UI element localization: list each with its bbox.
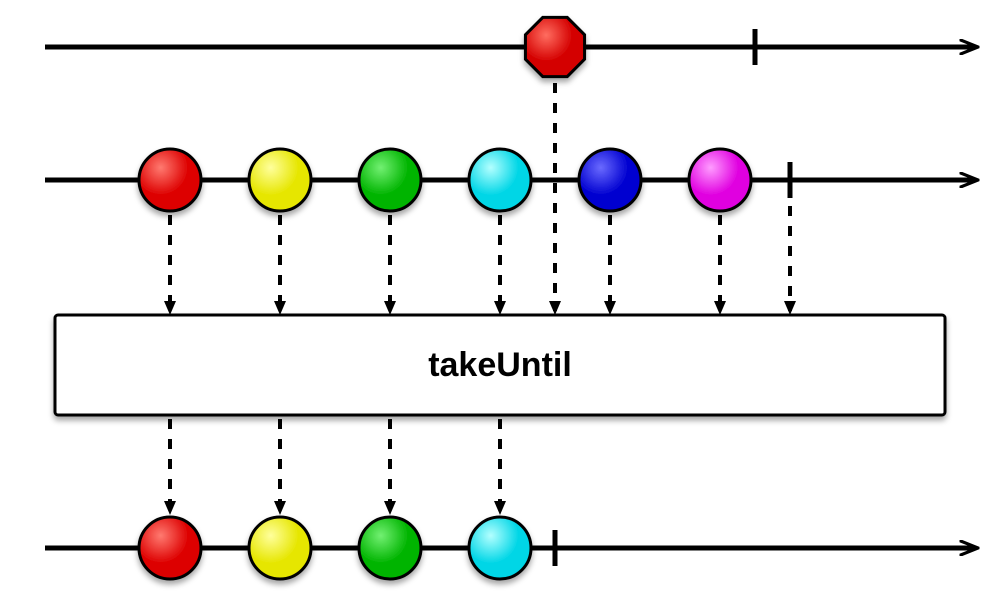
source-marble-3 [469, 149, 531, 211]
source-marble-0 [139, 149, 201, 211]
control-marker-octagon [525, 17, 584, 76]
output-marble-0 [139, 517, 201, 579]
marble-diagram: takeUntil [0, 0, 1000, 593]
output-marble-2 [359, 517, 421, 579]
operator-label: takeUntil [428, 346, 572, 384]
source-marble-2 [359, 149, 421, 211]
output-marble-1 [249, 517, 311, 579]
source-marble-4 [579, 149, 641, 211]
output-marble-3 [469, 517, 531, 579]
source-marble-5 [689, 149, 751, 211]
source-marble-1 [249, 149, 311, 211]
